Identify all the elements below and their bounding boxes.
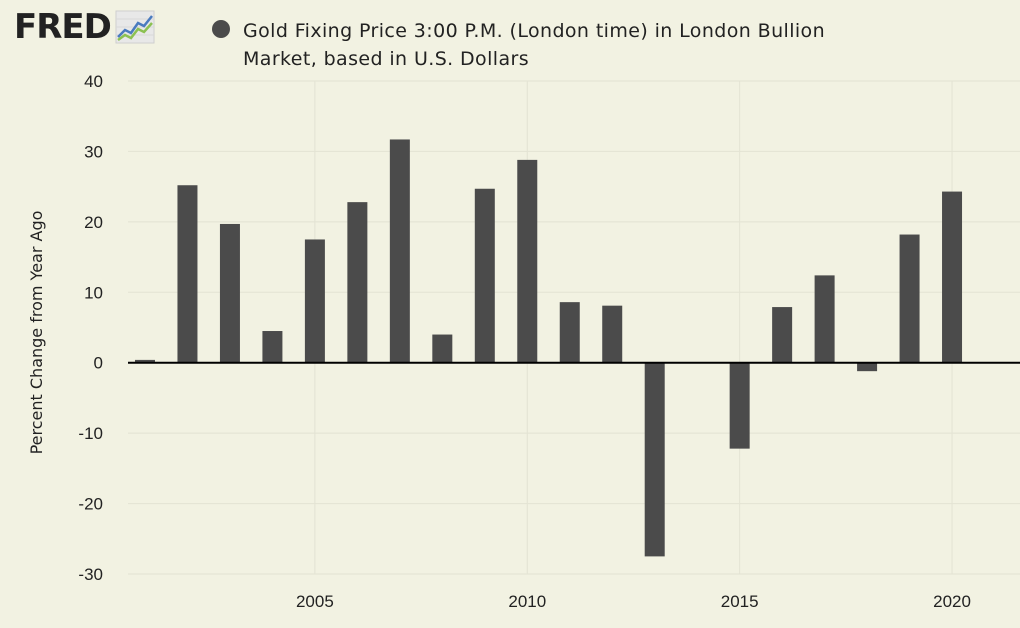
bar [177,185,198,363]
bar [517,159,538,363]
y-axis-title: Percent Change from Year Ago [27,211,46,455]
x-tick-label: 2005 [296,592,334,611]
y-tick-label: 0 [94,354,103,373]
bar [559,302,580,363]
bar [644,362,665,557]
bar [262,331,283,363]
bar [772,307,793,363]
bar [899,234,920,363]
bar [474,188,495,363]
line-chart-icon [115,10,155,44]
grid-lines [128,80,1020,575]
y-tick-label: 30 [84,142,103,161]
chart-title: Gold Fixing Price 3:00 P.M. (London time… [243,20,826,70]
bar [432,334,453,363]
legend-series-marker [212,20,230,38]
bar-series [134,139,963,557]
bar [219,223,240,363]
axis-ticks: -30 -20 -10 0 10 20 30 40 2005 2010 2015 2020 [78,72,971,611]
y-tick-label: -30 [78,565,103,584]
bar [304,239,325,363]
fred-logo-text: FRED [14,7,112,47]
bar [347,202,368,363]
bar [389,139,410,363]
x-tick-label: 2010 [508,592,546,611]
chart-header: FRED Gold Fixing Price 3:00 P.M. (London… [0,0,1020,78]
bar [602,305,623,363]
bar [857,362,878,372]
bar [134,359,155,363]
y-tick-label: 20 [84,213,103,232]
x-tick-label: 2015 [721,592,759,611]
bar [814,275,835,363]
fred-logo[interactable]: FRED [14,10,155,44]
y-tick-label: -20 [78,495,103,514]
x-tick-label: 2020 [933,592,971,611]
y-tick-label: 40 [84,72,103,91]
y-tick-label: -10 [78,424,103,443]
y-tick-label: 10 [84,283,103,302]
bar [942,191,963,363]
bar [729,362,750,449]
